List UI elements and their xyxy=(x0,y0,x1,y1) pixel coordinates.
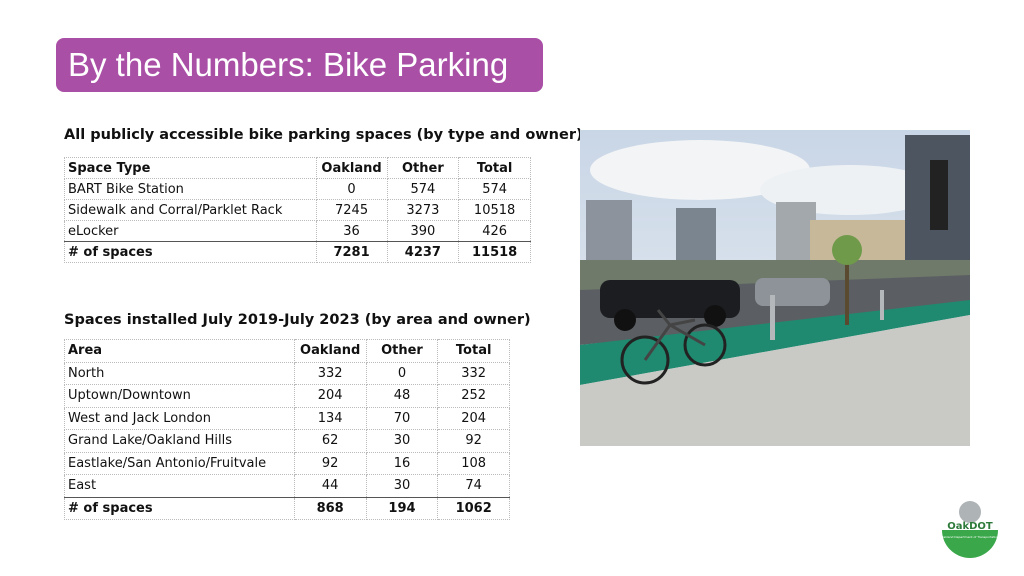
table: Space Type Oakland Other Total BART Bike Sta… xyxy=(64,157,531,263)
table-cell: 574 xyxy=(386,178,460,200)
table-row: Sidewalk and Corral/Parklet Rack 7245 3273… xyxy=(64,199,531,221)
table-cell: 332 xyxy=(293,361,367,385)
table-cell: 62 xyxy=(293,429,367,453)
table-row: West and Jack London 134 70 204 xyxy=(64,406,510,430)
table-cell: 0 xyxy=(365,361,439,385)
table-row: North 332 0 332 xyxy=(64,361,510,385)
table-caption: All publicly accessible bike parking spa… xyxy=(64,127,583,143)
table-row: East 44 30 74 xyxy=(64,474,510,498)
table-cell: 44 xyxy=(293,474,367,498)
table-cell: Other xyxy=(386,157,460,179)
table-cell: 48 xyxy=(365,384,439,408)
table-row: Grand Lake/Oakland Hills 62 30 92 xyxy=(64,429,510,453)
table-cell: 16 xyxy=(365,451,439,475)
row-label: BART Bike Station xyxy=(64,178,317,200)
table-cell: 194 xyxy=(365,496,439,520)
table-cell: 332 xyxy=(437,361,510,385)
table-cell: Other xyxy=(365,339,439,363)
table-cell: 11518 xyxy=(458,241,531,263)
table-cell: 30 xyxy=(365,429,439,453)
table-cell: 4237 xyxy=(386,241,460,263)
table-cell: 204 xyxy=(293,384,367,408)
table-cell: Oakland xyxy=(315,157,388,179)
logo: OakDOT Oakland Department of Transportat… xyxy=(941,500,999,558)
table-row: Eastlake/San Antonio/Fruitvale 92 16 108 xyxy=(64,451,510,475)
row-label: Space Type xyxy=(64,157,317,179)
table-cell: 70 xyxy=(365,406,439,430)
logo-name: OakDOT xyxy=(947,521,993,532)
table-cell: 74 xyxy=(437,474,510,498)
title-box: By the Numbers: Bike Parking xyxy=(56,38,543,92)
table-row: BART Bike Station 0 574 574 xyxy=(64,178,531,200)
table-cell: 7281 xyxy=(315,241,388,263)
row-label: # of spaces xyxy=(64,496,295,520)
table-caption: Spaces installed July 2019-July 2023 (by… xyxy=(64,312,531,328)
table-cell: 574 xyxy=(458,178,531,200)
title: By the Numbers: Bike Parking xyxy=(68,46,509,83)
table-cell: 3273 xyxy=(386,199,460,221)
table-cell: Total xyxy=(458,157,531,179)
table-row: # of spaces 868 194 1062 xyxy=(64,496,510,520)
table-cell: 10518 xyxy=(458,199,531,221)
logo-subtitle: Oakland Department of Transportation xyxy=(941,535,999,539)
row-label: North xyxy=(64,361,295,385)
table-cell: 868 xyxy=(293,496,367,520)
table-cell: 30 xyxy=(365,474,439,498)
table-cell: 92 xyxy=(437,429,510,453)
table-cell: Total xyxy=(437,339,510,363)
table-cell: 108 xyxy=(437,451,510,475)
table-cell: 0 xyxy=(315,178,388,200)
row-label: West and Jack London xyxy=(64,406,295,430)
table-cell: 92 xyxy=(293,451,367,475)
table-row: Area Oakland Other Total xyxy=(64,339,510,363)
row-label: Sidewalk and Corral/Parklet Rack xyxy=(64,199,317,221)
row-label: East xyxy=(64,474,295,498)
street-photo xyxy=(580,130,970,446)
table-cell: 426 xyxy=(458,220,531,242)
table-cell: 36 xyxy=(315,220,388,242)
table-cell: 1062 xyxy=(437,496,510,520)
table-cell: 134 xyxy=(293,406,367,430)
table-cell: 7245 xyxy=(315,199,388,221)
table-cell: 390 xyxy=(386,220,460,242)
table-cell: Oakland xyxy=(293,339,367,363)
table-cell: 252 xyxy=(437,384,510,408)
row-label: Eastlake/San Antonio/Fruitvale xyxy=(64,451,295,475)
row-label: eLocker xyxy=(64,220,317,242)
row-label: Grand Lake/Oakland Hills xyxy=(64,429,295,453)
table-row: eLocker 36 390 426 xyxy=(64,220,531,242)
row-label: # of spaces xyxy=(64,241,317,263)
table-row: Uptown/Downtown 204 48 252 xyxy=(64,384,510,408)
table: Area Oakland Other Total North 332 0 332 Uptown/… xyxy=(64,339,510,520)
table-row: # of spaces 7281 4237 11518 xyxy=(64,241,531,263)
table-row: Space Type Oakland Other Total xyxy=(64,157,531,179)
row-label: Uptown/Downtown xyxy=(64,384,295,408)
row-label: Area xyxy=(64,339,295,363)
table-cell: 204 xyxy=(437,406,510,430)
